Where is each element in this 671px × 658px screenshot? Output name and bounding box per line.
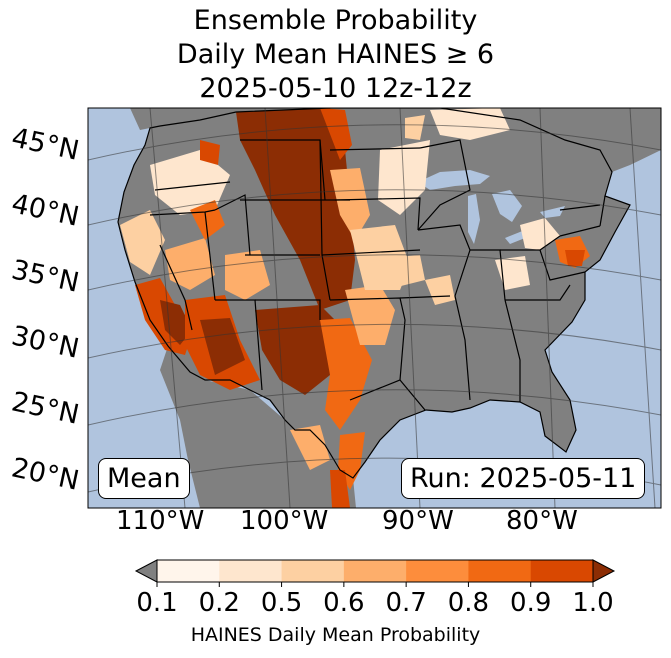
lake-superior: [418, 170, 490, 190]
map-frame: [87, 107, 662, 509]
lake-huron: [492, 190, 522, 222]
colorbar-tick-label: 0.1: [136, 588, 178, 618]
lon-label-80w: 80°W: [506, 506, 578, 536]
lake-michigan: [468, 194, 480, 244]
colorbar-tick-label: 0.7: [385, 588, 427, 618]
stat-label-box: Mean: [98, 458, 190, 499]
lon-label-100w: 100°W: [240, 506, 329, 536]
colorbar-tick-label: 0.9: [510, 588, 552, 618]
colorbar-tick-label: 0.8: [447, 588, 490, 618]
colorbar-over-arrow: [592, 559, 616, 583]
colorbar-tick-label: 0.5: [260, 588, 303, 618]
title-line-3: 2025-05-10 12z-12z: [199, 73, 472, 104]
conus-outline: [117, 108, 631, 479]
colorbar-under-arrow: [134, 559, 158, 583]
colorbar-segment: [343, 560, 407, 582]
colorbar-tick-label: 0.6: [323, 588, 365, 618]
lon-label-90w: 90°W: [382, 506, 454, 536]
lon-label-110w: 110°W: [116, 506, 205, 536]
colorbar-segment: [281, 560, 345, 582]
colorbar-segment: [468, 560, 532, 582]
colorbar-title: HAINES Daily Mean Probability: [190, 624, 481, 646]
colorbar-segment: [219, 560, 283, 582]
land-mexico: [160, 346, 356, 508]
colorbar-frame: [156, 559, 594, 583]
colorbar-tick-label: 1.0: [572, 588, 614, 618]
title-line-1: Ensemble Probability: [193, 5, 478, 36]
land-canada: [130, 108, 661, 172]
colorbar-segment: [157, 560, 220, 582]
title-line-2: Daily Mean HAINES ≥ 6: [176, 39, 495, 70]
lake-ontario: [540, 206, 565, 218]
colorbar-tick-label: 0.2: [198, 588, 240, 618]
colorbar-segment: [530, 560, 594, 582]
run-label-box: Run: 2025-05-11: [401, 458, 646, 499]
colorbar-segment: [406, 560, 469, 582]
